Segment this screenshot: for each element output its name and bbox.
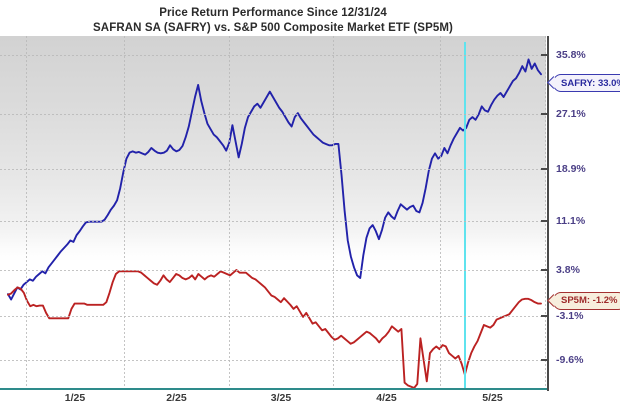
h-gridline — [0, 168, 546, 170]
y-axis-tick-label: 3.8% — [556, 264, 580, 276]
x-axis-line — [0, 388, 549, 390]
current-date-marker-line — [464, 42, 466, 388]
callout-notch-icon — [547, 293, 560, 307]
v-gridline — [229, 36, 230, 388]
chart-title-block: Price Return Performance Since 12/31/24 … — [0, 6, 546, 36]
y-axis-tick-label: 35.8% — [556, 49, 586, 62]
h-gridline — [0, 221, 546, 223]
h-gridline — [0, 55, 546, 57]
x-axis-tick-label: 5/25 — [482, 392, 503, 404]
safry-callout-label: SAFRY: 33.0% — [561, 77, 620, 89]
x-axis-tick-label: 3/25 — [270, 392, 292, 404]
y-axis-tick — [541, 358, 548, 361]
y-axis-tick — [541, 269, 548, 271]
v-gridline — [333, 36, 334, 388]
safry-value-callout: SAFRY: 33.0% — [547, 74, 620, 93]
y-axis-line — [547, 36, 549, 391]
v-gridline — [124, 36, 125, 388]
sp5m-value-callout: SP5M: -1.2% — [547, 291, 620, 310]
x-axis-tick-label: 4/25 — [376, 392, 397, 404]
chart-title: Price Return Performance Since 12/31/24 — [159, 7, 387, 19]
y-axis-tick — [541, 167, 548, 170]
sp5m-callout-label: SP5M: -1.2% — [561, 295, 618, 307]
y-axis-tick-label: 18.9% — [556, 162, 586, 175]
y-axis-foot — [547, 380, 549, 390]
y-axis-tick — [541, 220, 548, 223]
y-axis-tick-label: -3.1% — [556, 310, 584, 323]
series-line-sp5m — [7, 269, 542, 388]
callout-notch-icon — [547, 76, 560, 90]
y-axis-tick — [541, 54, 548, 57]
h-gridline — [0, 270, 546, 271]
y-axis-tick — [541, 112, 548, 115]
v-gridline — [440, 36, 441, 388]
h-gridline — [0, 359, 546, 361]
y-axis-tick-label: -9.6% — [556, 353, 584, 366]
y-axis-tick-label: 27.1% — [556, 107, 586, 120]
h-gridline — [0, 316, 546, 318]
x-axis-tick-label: 1/25 — [64, 392, 86, 404]
plot-area — [0, 36, 546, 388]
y-axis-tick — [541, 315, 548, 318]
chart-subtitle: SAFRAN SA (SAFRY) vs. S&P 500 Composite … — [93, 22, 453, 34]
h-gridline — [0, 113, 546, 115]
x-axis-tick-label: 2/25 — [166, 392, 187, 404]
v-gridline — [26, 36, 27, 388]
series-line-safry — [7, 58, 542, 301]
v-gridline — [545, 36, 546, 388]
y-axis-tick-label: 11.1% — [556, 215, 586, 228]
